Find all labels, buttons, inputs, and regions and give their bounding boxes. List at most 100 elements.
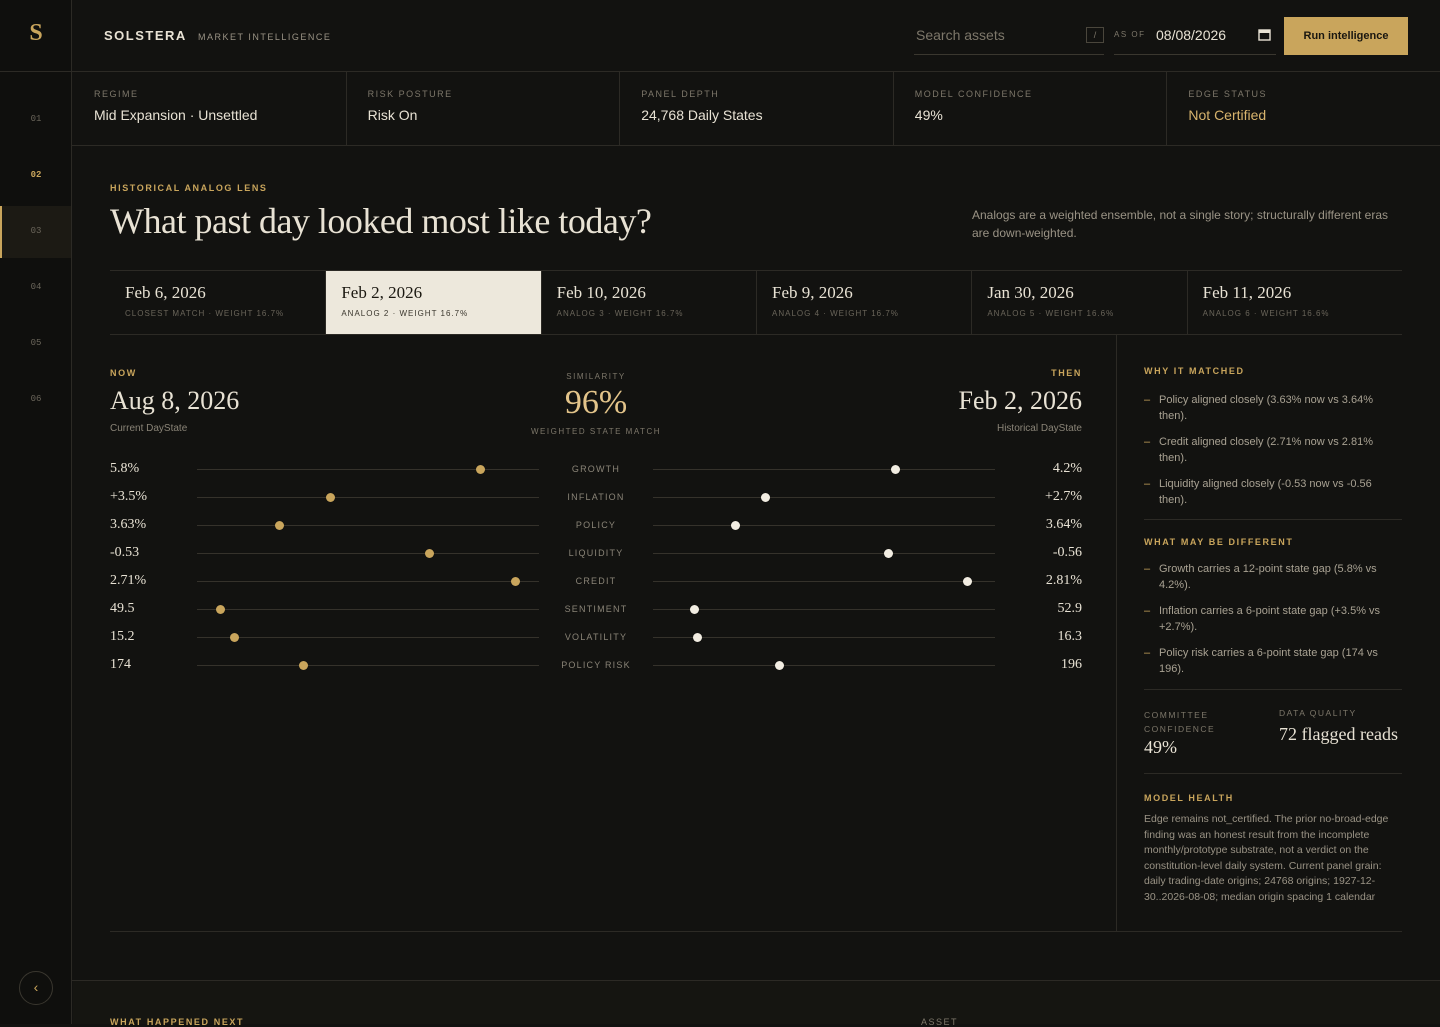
stat-value: Not Certified [1188,107,1267,123]
now-label: NOW [110,368,137,378]
health-text: Edge remains not_certified. The prior no… [1144,813,1389,903]
then-value: +2.7% [1044,489,1082,504]
similarity-label: SIMILARITY [566,372,626,381]
now-value: 15.2 [110,629,135,644]
collapse-button[interactable]: ‹ [19,971,53,1005]
then-caption: Historical DayState [996,423,1082,434]
similarity-value: 96% [564,384,628,421]
dot [884,548,894,558]
track [197,469,539,470]
stat-label: REGIME [94,89,139,99]
tab[interactable]: Feb 11, 2026 ANALOG 6 · WEIGHT 16.6% [1186,271,1402,334]
nav-active [0,206,71,258]
dot [476,464,486,474]
nav-item[interactable]: 06 [30,394,42,404]
now-date: Aug 8, 2026 [110,386,240,415]
track [653,637,995,638]
nav-item[interactable]: 03 [30,226,42,236]
dot [730,520,740,530]
nav-item[interactable]: 04 [30,282,42,292]
divider [1166,72,1168,145]
tab[interactable]: Feb 10, 2026 ANALOG 3 · WEIGHT 16.7% [540,271,756,334]
factor-name: POLICY [575,520,617,530]
run-button[interactable]: Run intelligence [1284,17,1408,55]
list-item: Policy aligned closely (3.63% now vs 3.6… [1144,392,1402,424]
tab-label: ANALOG 4 · WEIGHT 16.7% [772,309,899,318]
dot [692,632,702,642]
divider [619,72,621,145]
then-value: 2.81% [1045,573,1082,588]
tab[interactable]: Feb 6, 2026 CLOSEST MATCH · WEIGHT 16.7% [110,271,325,334]
track [197,525,539,526]
divider [892,72,894,145]
track [653,525,995,526]
then-value: -0.56 [1052,545,1082,560]
factor-name: LIQUIDITY [568,548,624,558]
dot [274,520,284,530]
next-section [73,981,1440,1024]
track [653,469,995,470]
shortcut: / [1086,27,1104,43]
why-section: WHY IT MATCHED Policy aligned closely (3.… [1144,366,1402,518]
tab-label: ANALOG 5 · WEIGHT 16.6% [987,309,1115,318]
list-item: Credit aligned closely (2.71% now vs 2.8… [1144,434,1402,466]
stat-label: MODEL CONFIDENCE [914,89,1033,99]
now-value: -0.53 [110,545,140,560]
then-value: 16.3 [1057,629,1083,644]
stat-value: Risk On [367,107,418,123]
brand-tagline: MARKET INTELLIGENCE [198,32,332,42]
factor-name: CREDIT [575,576,617,586]
nav-item[interactable]: 01 [30,114,42,124]
logo: S [29,20,43,46]
dot [216,604,226,614]
quality-label: DATA QUALITY [1279,708,1357,718]
dot [298,660,308,670]
tab-label: ANALOG 2 · WEIGHT 16.7% [341,309,469,318]
then-label: THEN [1051,368,1082,378]
search-placeholder: Search assets [916,27,1005,43]
list-item: Growth carries a 12-point state gap (5.8… [1144,561,1402,593]
next-eyebrow: WHAT HAPPENED NEXT [110,1017,245,1027]
factor-name: POLICY RISK [561,660,631,670]
dot [230,632,240,642]
now-caption: Current DayState [110,423,188,434]
sidebar [0,0,72,1024]
asset-label: ASSET [921,1017,959,1027]
as-of-date: 08/08/2026 [1156,27,1227,43]
factor-name: GROWTH [571,464,621,474]
track [653,497,995,498]
nav-item[interactable]: 05 [30,338,42,348]
track [653,553,995,554]
track [653,581,995,582]
track [197,665,539,666]
dot [689,604,699,614]
tab[interactable]: Feb 9, 2026 ANALOG 4 · WEIGHT 16.7% [756,271,971,334]
dot [891,464,901,474]
stat-label: RISK POSTURE [367,89,453,99]
quality-value: 72 flagged reads [1279,724,1398,744]
nav-item[interactable]: 02 [30,170,42,180]
stat-value: 49% [914,107,943,123]
tab-date: Feb 2, 2026 [341,283,423,302]
now-value: 174 [110,657,131,672]
now-value: 3.63% [110,517,147,532]
track [653,665,995,666]
tab-date: Jan 30, 2026 [987,283,1074,302]
search[interactable] [914,16,1104,55]
tab[interactable]: Jan 30, 2026 ANALOG 5 · WEIGHT 16.6% [971,271,1186,334]
dot [425,548,435,558]
why-title: WHY IT MATCHED [1144,366,1245,376]
track [653,609,995,610]
date-input[interactable] [1114,16,1276,55]
title: What past day looked most like today? [110,201,652,241]
dot [963,576,973,586]
tab-label: CLOSEST MATCH · WEIGHT 16.7% [125,309,285,318]
stat-label: EDGE STATUS [1188,89,1268,99]
stat-label: PANEL DEPTH [641,89,720,99]
tab-label: ANALOG 6 · WEIGHT 16.6% [1202,309,1330,318]
track [197,609,539,610]
now-value: 49.5 [110,601,135,616]
tab[interactable]: Feb 2, 2026 ANALOG 2 · WEIGHT 16.7% [325,271,541,334]
track [197,581,539,582]
